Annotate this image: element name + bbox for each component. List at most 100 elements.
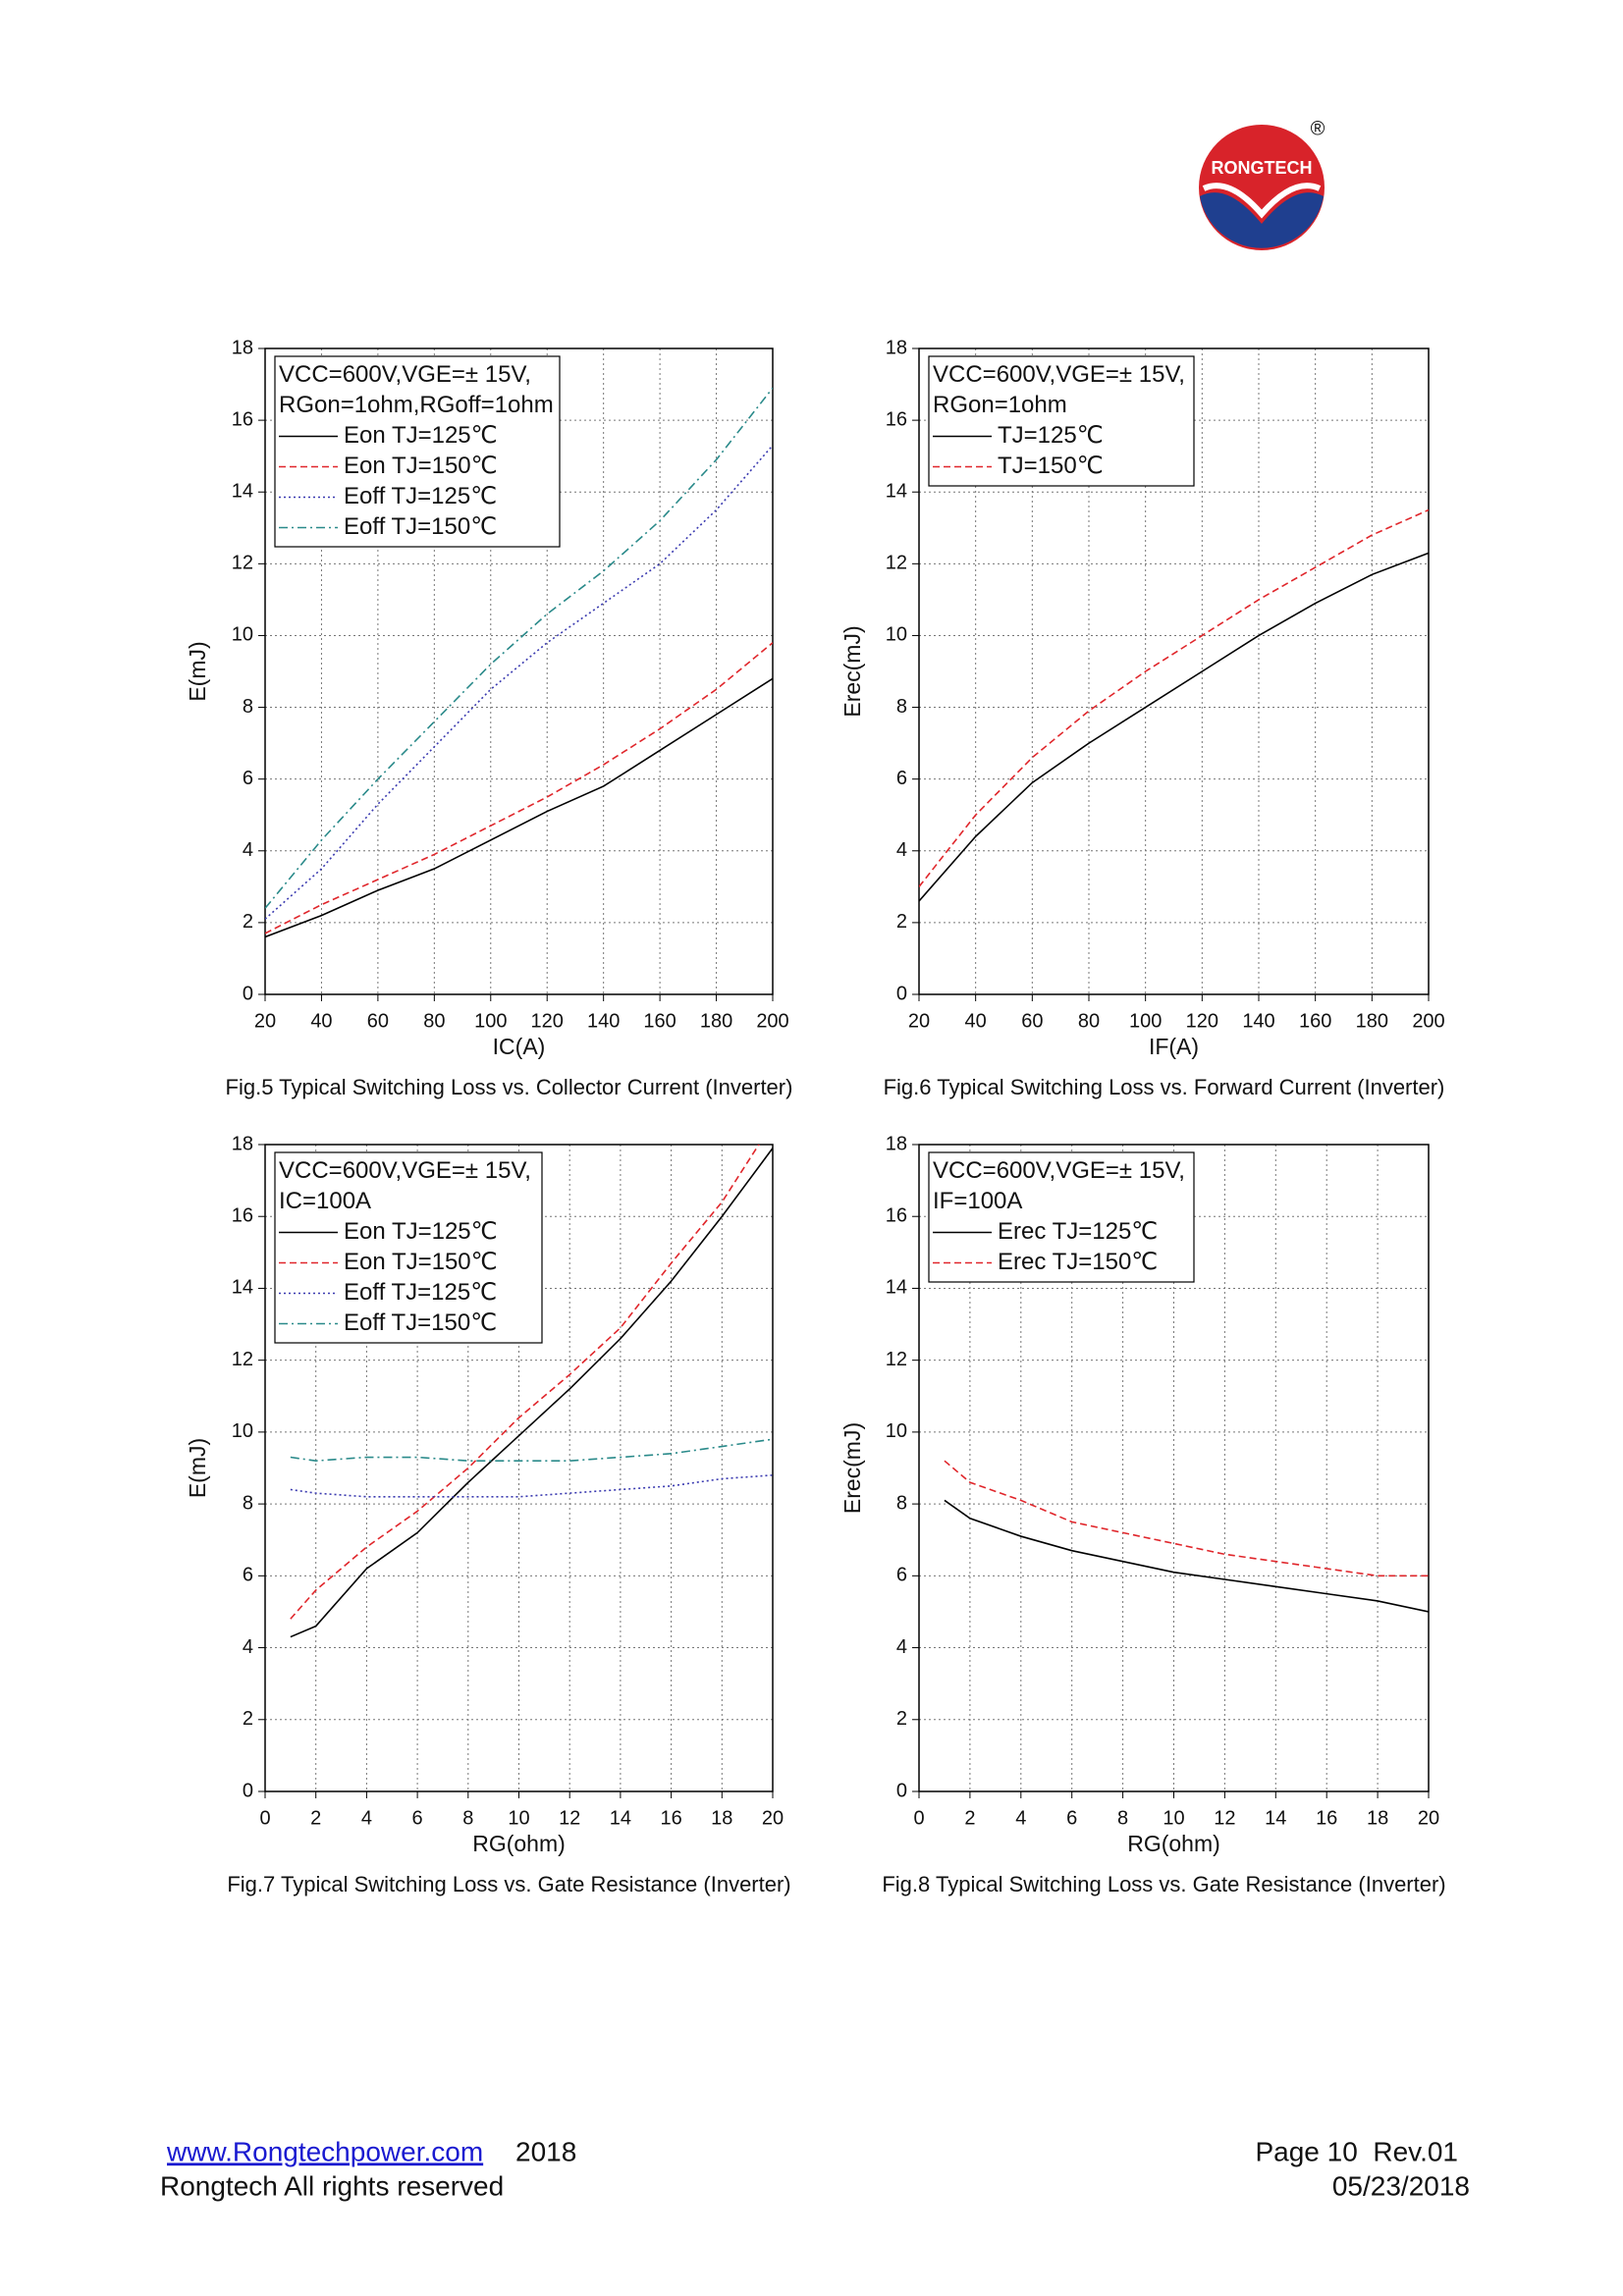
x-tick-label: 40 [965,1010,987,1032]
y-tick-label: 18 [232,337,253,358]
y-tick-label: 2 [243,911,253,933]
legend-title: VCC=600V,VGE=± 15V, [933,1157,1185,1184]
x-tick-label: 4 [1015,1807,1026,1829]
x-tick-label: 120 [1186,1010,1218,1032]
x-tick-label: 2 [964,1807,975,1829]
legend-title: RGon=1ohm,RGoff=1ohm [279,392,554,418]
y-tick-label: 4 [896,1636,907,1658]
footer: www.Rongtechpower.com 2018 Rongtech All … [160,2136,1470,2201]
y-tick-label: 14 [886,481,907,503]
legend-label: Erec TJ=150℃ [998,1249,1158,1275]
logo-wave [1200,192,1324,248]
series-line [290,1148,773,1638]
x-tick-label: 0 [259,1807,270,1829]
x-tick-label: 80 [423,1010,445,1032]
footer-page: Page 10 Rev.01 [1255,2136,1458,2166]
x-tick-label: 16 [1316,1807,1337,1829]
y-tick-label: 18 [886,337,907,358]
y-tick-label: 2 [243,1708,253,1730]
legend-box [928,1151,1195,1283]
x-tick-label: 4 [361,1807,372,1829]
x-tick-label: 14 [1265,1807,1286,1829]
logo-registered: ® [1311,118,1325,139]
y-tick-label: 10 [886,1420,907,1442]
y-tick-label: 0 [243,1780,253,1801]
x-tick-label: 18 [711,1807,732,1829]
x-tick-label: 100 [474,1010,507,1032]
y-tick-label: 8 [896,696,907,718]
series-line [265,677,773,938]
legend-box [274,355,561,548]
y-axis-label: Erec(mJ) [839,625,865,717]
x-tick-label: 160 [643,1010,676,1032]
series-line [290,1438,773,1462]
y-axis-label: E(mJ) [185,641,210,701]
y-tick-label: 16 [232,1205,253,1227]
y-axis-label: Erec(mJ) [839,1422,865,1514]
legend-title: IC=100A [279,1188,371,1214]
y-tick-label: 8 [896,1492,907,1514]
y-tick-label: 2 [896,1708,907,1730]
x-tick-label: 8 [462,1807,473,1829]
x-tick-label: 2 [310,1807,321,1829]
x-tick-label: 20 [908,1010,930,1032]
x-tick-label: 8 [1117,1807,1128,1829]
x-tick-label: 60 [1021,1010,1043,1032]
plot-frame [918,347,1430,995]
y-tick-label: 4 [243,1636,253,1658]
y-tick-label: 16 [232,408,253,430]
y-tick-label: 6 [243,768,253,789]
footer-rights: Rongtech All rights reserved [160,2170,504,2201]
legend-label: Eon TJ=125℃ [344,422,498,449]
y-tick-label: 12 [886,1349,907,1370]
x-tick-label: 20 [762,1807,784,1829]
y-tick-label: 14 [232,481,253,503]
y-tick-label: 2 [896,911,907,933]
x-tick-label: 140 [587,1010,620,1032]
x-tick-label: 180 [1356,1010,1388,1032]
x-tick-label: 200 [1412,1010,1444,1032]
legend-label: Eoff TJ=150℃ [344,513,497,540]
series-line [919,552,1429,902]
legend-label: Eon TJ=125℃ [344,1218,498,1245]
footer-link[interactable]: www.Rongtechpower.com [166,2136,483,2166]
legend-label: TJ=125℃ [998,422,1104,449]
y-tick-label: 10 [232,1420,253,1442]
series-line [944,1499,1429,1613]
y-tick-label: 16 [886,1205,907,1227]
x-tick-label: 40 [310,1010,332,1032]
x-axis-label: RG(ohm) [1127,1831,1220,1856]
y-tick-label: 4 [243,839,253,861]
plot-frame [918,1144,1430,1792]
footer-year: 2018 [515,2136,576,2166]
y-tick-label: 10 [232,624,253,646]
x-tick-label: 120 [531,1010,564,1032]
legend-title: VCC=600V,VGE=± 15V, [279,1157,531,1184]
caption: Fig.8 Typical Switching Loss vs. Gate Re… [882,1872,1445,1896]
y-tick-label: 14 [232,1277,253,1299]
logo-text: RONGTECH [1212,158,1313,178]
chart: 20 40 60 80 100 120 140 160 180 200 0 2 4 6 8 10 12 14 16 1… [185,337,792,1099]
x-tick-label: 0 [913,1807,924,1829]
legend-box [928,355,1195,487]
chart: 0 2 4 6 8 10 12 14 16 18 20 0 2 4 6 8 10 12 14 16 18 RG(ohm) E… [185,1133,791,1896]
y-tick-label: 12 [886,553,907,574]
x-tick-label: 10 [508,1807,529,1829]
legend-label: Erec TJ=125℃ [998,1218,1158,1245]
x-tick-label: 20 [1418,1807,1439,1829]
footer-date: 05/23/2018 [1332,2170,1470,2201]
y-tick-label: 10 [886,624,907,646]
series-line [265,642,773,934]
caption: Fig.7 Typical Switching Loss vs. Gate Re… [227,1872,790,1896]
series-line [265,445,773,920]
legend-title: RGon=1ohm [933,392,1067,418]
x-axis-label: IF(A) [1149,1034,1199,1059]
x-tick-label: 180 [700,1010,732,1032]
chart: 0 2 4 6 8 10 12 14 16 18 20 0 2 4 6 8 10 12 14 16 18 RG(ohm) E… [839,1133,1446,1896]
caption: Fig.6 Typical Switching Loss vs. Forward… [884,1075,1445,1099]
x-tick-label: 20 [254,1010,276,1032]
y-tick-label: 0 [896,1780,907,1801]
legend-label: Eon TJ=150℃ [344,453,498,479]
